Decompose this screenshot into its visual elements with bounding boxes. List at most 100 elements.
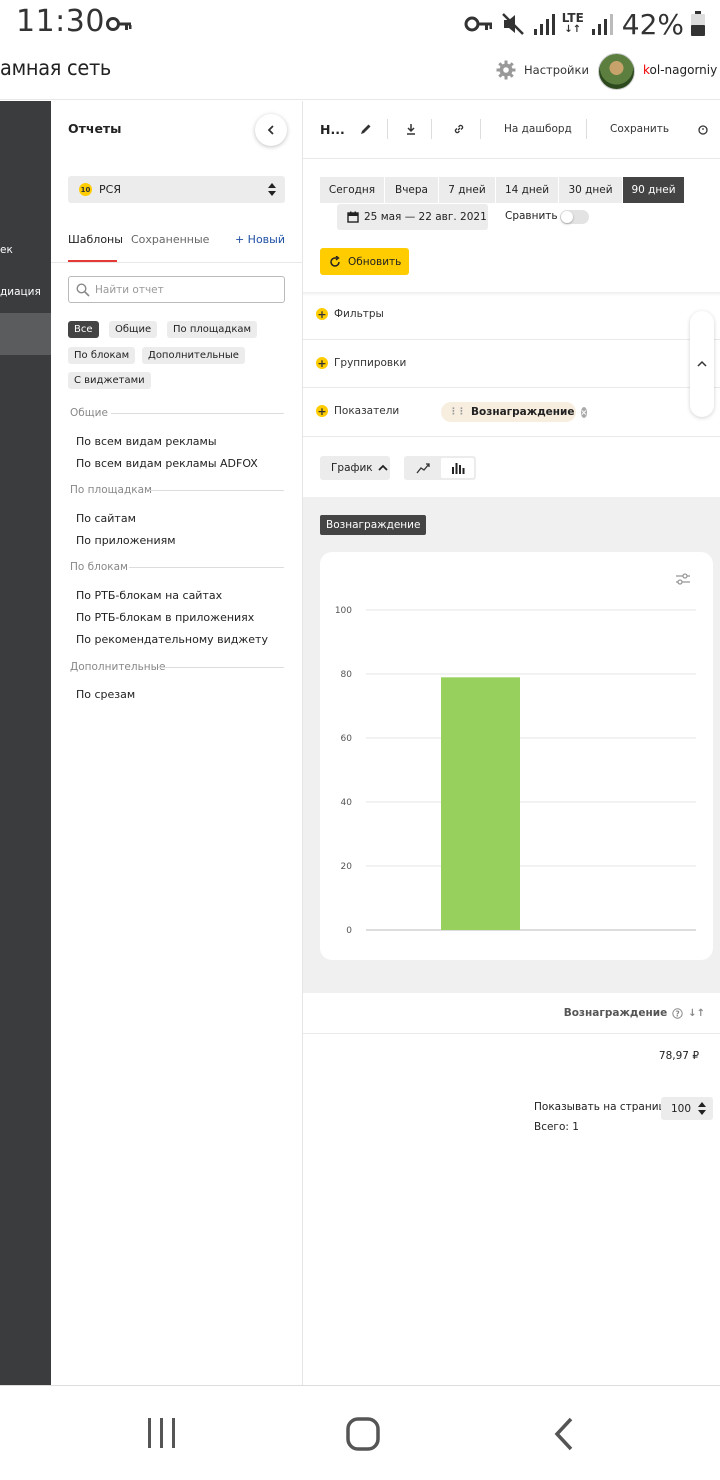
download-icon[interactable] <box>406 123 416 135</box>
report-search[interactable] <box>68 276 285 303</box>
bar-chart-button[interactable] <box>441 458 474 478</box>
toolbar-separator <box>387 119 388 139</box>
drag-handle-icon[interactable]: ⋮⋮ <box>449 407 466 417</box>
alarm-icon[interactable] <box>697 123 709 135</box>
reports-sidebar: Отчеты 10 РСЯ Шаблоны Сохраненные + Новы… <box>51 101 303 1385</box>
username[interactable]: kol-nagorniy <box>643 63 717 77</box>
add-grouping-icon[interactable]: + <box>316 356 328 370</box>
sort-icon[interactable]: ↓↑ <box>688 1007 705 1019</box>
link-icon[interactable] <box>453 123 465 135</box>
vpn-key-icon <box>464 16 492 32</box>
group-title-general: Общие <box>70 407 108 419</box>
system-nav-bar <box>0 1385 720 1480</box>
tabs-divider <box>51 262 303 263</box>
groupings-label[interactable]: Группировки <box>334 357 407 369</box>
username-first-letter: k <box>643 63 650 77</box>
report-link[interactable]: По всем видам рекламы ADFOX <box>76 457 258 470</box>
y-tick-label: 40 <box>341 798 353 808</box>
toolbar-separator <box>586 119 587 139</box>
add-metric-icon[interactable]: + <box>316 404 328 418</box>
tab-templates[interactable]: Шаблоны <box>68 233 123 246</box>
report-title[interactable]: Н... <box>320 122 345 137</box>
y-tick-label: 20 <box>341 862 353 872</box>
y-tick-label: 60 <box>341 734 353 744</box>
recent-apps-icon[interactable] <box>146 1416 178 1450</box>
chart-bar[interactable] <box>441 677 520 930</box>
username-rest: ol-nagorniy <box>649 63 718 77</box>
vpn-key-icon <box>106 17 132 31</box>
period-90-days[interactable]: 90 дней <box>623 177 685 203</box>
group-divider <box>149 490 284 491</box>
report-toolbar: Н... На дашборд Сохранить <box>303 101 720 159</box>
chip-general[interactable]: Общие <box>109 321 158 338</box>
view-mode-select[interactable]: График <box>320 456 390 480</box>
home-icon[interactable] <box>345 1416 381 1452</box>
coin-icon: 10 <box>79 183 92 196</box>
report-link[interactable]: По РТБ-блокам в приложениях <box>76 611 255 624</box>
chip-additional[interactable]: Дополнительные <box>142 347 245 364</box>
row-divider <box>303 339 720 340</box>
per-page-value: 100 <box>671 1102 692 1115</box>
period-7-days[interactable]: 7 дней <box>439 177 496 203</box>
chevron-left-icon <box>267 125 274 135</box>
period-14-days[interactable]: 14 дней <box>496 177 559 203</box>
chart-section: Вознаграждение 0 20 40 60 80 100 <box>303 497 720 993</box>
report-link[interactable]: По всем видам рекламы <box>76 435 217 448</box>
lte-indicator: LTE ↓↑ <box>562 12 584 36</box>
report-link[interactable]: По сайтам <box>76 512 136 525</box>
column-header-label: Вознаграждение <box>563 1007 668 1019</box>
sidebar-title: Отчеты <box>68 121 122 136</box>
compare-toggle[interactable] <box>560 210 589 224</box>
chart-settings-icon[interactable] <box>675 572 691 586</box>
remove-metric-icon[interactable]: × <box>580 406 588 418</box>
filters-label[interactable]: Фильтры <box>334 308 384 320</box>
search-input[interactable] <box>95 281 275 298</box>
table-cell-value: 78,97 ₽ <box>658 1050 699 1062</box>
report-link[interactable]: По РТБ-блокам на сайтах <box>76 589 223 602</box>
chip-by-blocks[interactable]: По блокам <box>68 347 136 364</box>
back-icon[interactable] <box>553 1416 575 1452</box>
collapse-settings-pill[interactable] <box>690 311 714 417</box>
status-bar: 11:30 LTE ↓↑ <box>0 0 720 48</box>
metric-chip[interactable]: ⋮⋮ Вознаграждение × <box>441 402 588 422</box>
chart-type-toggle <box>404 456 476 480</box>
period-30-days[interactable]: 30 дней <box>559 177 623 203</box>
nav-item-active[interactable] <box>0 313 51 355</box>
date-range-picker[interactable]: 25 мая — 22 авг. 2021 <box>337 204 488 230</box>
settings-button[interactable]: Настройки <box>496 60 589 80</box>
report-link[interactable]: По рекомендательному виджету <box>76 633 268 646</box>
nav-item-partial-1[interactable]: ек <box>0 244 13 256</box>
chip-widgets[interactable]: С виджетами <box>68 372 151 389</box>
refresh-button[interactable]: Обновить <box>320 248 409 275</box>
report-link[interactable]: По приложениям <box>76 534 176 547</box>
tab-saved[interactable]: Сохраненные <box>131 233 210 246</box>
per-page-select[interactable]: 100 <box>661 1097 713 1120</box>
data-arrows-icon: ↓↑ <box>564 24 582 35</box>
pencil-icon[interactable] <box>360 123 372 135</box>
chip-by-sites[interactable]: По площадкам <box>167 321 258 338</box>
metric-chip-label: Вознаграждение <box>471 406 575 418</box>
avatar[interactable] <box>598 53 635 90</box>
collapse-sidebar-button[interactable] <box>255 114 287 146</box>
chip-all[interactable]: Все <box>68 321 99 338</box>
period-yesterday[interactable]: Вчера <box>385 177 439 203</box>
product-select[interactable]: 10 РСЯ <box>68 176 285 203</box>
new-report-link[interactable]: + Новый <box>234 233 285 246</box>
chart-metric-tag: Вознаграждение <box>320 515 427 535</box>
report-link[interactable]: По срезам <box>76 688 136 701</box>
section-divider <box>303 292 720 296</box>
column-header[interactable]: Вознаграждение ? ↓↑ <box>564 1007 705 1019</box>
line-chart-button[interactable] <box>406 458 439 478</box>
status-time: 11:30 <box>16 4 105 39</box>
group-title-blocks: По блокам <box>70 561 128 573</box>
nav-item-partial-2[interactable]: диация <box>0 286 41 298</box>
mute-icon <box>501 13 524 35</box>
save-button[interactable]: Сохранить <box>610 123 670 135</box>
group-title-additional: Дополнительные <box>70 661 166 673</box>
dashboard-link[interactable]: На дашборд <box>504 123 572 135</box>
add-filter-icon[interactable]: + <box>316 307 328 321</box>
help-icon[interactable]: ? <box>672 1007 683 1019</box>
metrics-label[interactable]: Показатели <box>334 405 400 417</box>
period-today[interactable]: Сегодня <box>320 177 385 203</box>
product-select-value: РСЯ <box>99 183 121 196</box>
